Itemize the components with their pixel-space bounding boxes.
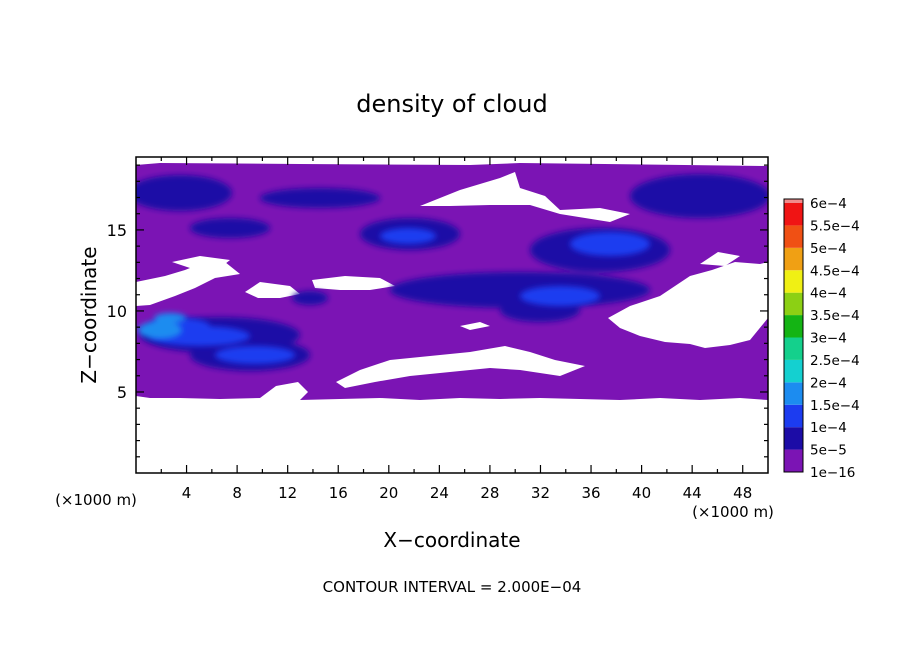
x-unit-left: (×1000 m) — [55, 491, 137, 509]
colorbar-swatch — [784, 337, 803, 360]
x-tick-label: 36 — [581, 484, 600, 502]
colorbar-swatch — [784, 199, 803, 203]
y-tick-labels: 5 10 15 — [107, 221, 127, 402]
x-tick-label: 40 — [632, 484, 651, 502]
colorbar-swatch — [784, 270, 803, 293]
x-tick-label: 44 — [683, 484, 702, 502]
y-tick-label: 15 — [107, 221, 127, 240]
chart-title: density of cloud — [356, 90, 547, 118]
colorbar-label: 5.5e−4 — [810, 218, 860, 234]
colorbar-label: 5e−5 — [810, 443, 847, 459]
colorbar-swatch — [784, 427, 803, 450]
plot-frame — [135, 156, 769, 474]
colorbar-label: 3.5e−4 — [810, 308, 860, 324]
y-axis-label: Z−coordinate — [77, 246, 101, 383]
colorbar-label: 5e−4 — [810, 241, 847, 257]
colorbar-label: 3e−4 — [810, 331, 847, 347]
x-tick-label: 32 — [531, 484, 550, 502]
colorbar-label: 1e−4 — [810, 420, 847, 436]
x-tick-label: 48 — [733, 484, 752, 502]
contour-interval-note: CONTOUR INTERVAL = 2.000E−04 — [323, 578, 582, 596]
x-unit-right: (×1000 m) — [692, 503, 774, 521]
colorbar-label: 6e−4 — [810, 196, 847, 212]
colorbar-label: 4.5e−4 — [810, 263, 860, 279]
x-tick-label: 28 — [480, 484, 499, 502]
colorbar: 1e−16 5e−5 1e−4 1.5e−4 2e−4 2.5e−4 3e−4 3.5e−4 4… — [783, 196, 860, 481]
clear-air-gaps — [136, 172, 768, 400]
x-tick-label: 20 — [379, 484, 398, 502]
colorbar-label: 2e−4 — [810, 375, 847, 391]
colorbar-label: 2.5e−4 — [810, 353, 860, 369]
x-tick-label: 8 — [232, 484, 242, 502]
colorbar-swatch — [784, 315, 803, 338]
x-tick-labels: 4 8 12 16 20 24 28 32 36 40 44 48 — [182, 484, 752, 502]
y-tick-label: 5 — [117, 383, 127, 402]
colorbar-label: 1e−16 — [810, 465, 855, 481]
colorbar-swatch — [784, 247, 803, 271]
x-tick-label: 4 — [182, 484, 192, 502]
lower-clear-region — [136, 401, 768, 473]
colorbar-swatch — [784, 225, 803, 248]
colorbar-swatch — [784, 449, 803, 472]
colorbar-swatch — [784, 404, 803, 428]
x-axis-label: X−coordinate — [383, 528, 520, 552]
axis-ticks — [136, 157, 768, 473]
colorbar-swatch — [784, 203, 803, 226]
colorbar-label: 1.5e−4 — [810, 398, 860, 414]
x-tick-label: 16 — [329, 484, 348, 502]
x-tick-label: 12 — [278, 484, 297, 502]
colorbar-swatch — [784, 292, 803, 316]
colorbar-swatch — [784, 359, 803, 383]
density-1e-4 — [150, 228, 650, 364]
colorbar-frame — [783, 198, 804, 473]
density-1.5e-4 — [138, 313, 186, 339]
x-tick-label: 24 — [430, 484, 449, 502]
y-tick-label: 10 — [107, 302, 127, 321]
colorbar-label: 4e−4 — [810, 286, 847, 302]
contour-field — [136, 163, 768, 473]
colorbar-swatch — [784, 382, 803, 405]
